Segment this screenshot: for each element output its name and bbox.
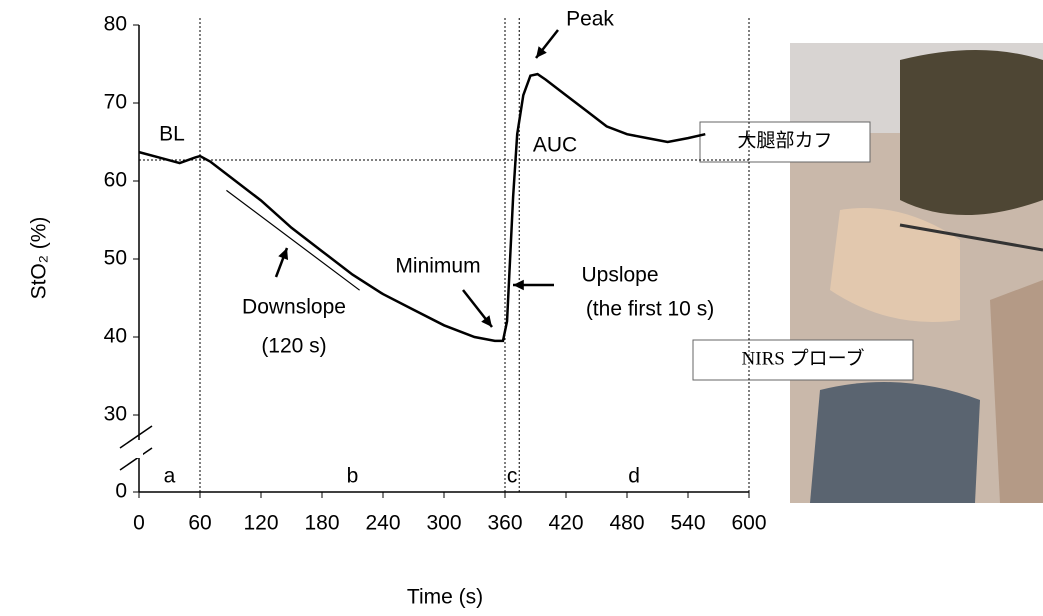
photo-label: 大腿部カフ [737, 129, 832, 151]
x-tick-label: 0 [133, 512, 145, 535]
annotation: (the first 10 s) [586, 298, 714, 321]
annotation: Upslope [581, 264, 658, 287]
y-tick-label: 50 [104, 247, 127, 270]
y-tick-label: 0 [115, 480, 127, 503]
photo-cuff [900, 50, 1043, 215]
x-tick-label: 420 [548, 512, 583, 535]
y-axis-title: StO₂ (%) [28, 217, 51, 300]
x-tick-label: 300 [426, 512, 461, 535]
x-tick-label: 360 [487, 512, 522, 535]
phase-label: b [347, 465, 359, 488]
annotation: (120 s) [261, 335, 326, 358]
annotation: BL [159, 123, 185, 146]
y-tick-label: 30 [104, 403, 127, 426]
x-tick-label: 600 [731, 512, 766, 535]
x-tick-label: 480 [609, 512, 644, 535]
x-axis-title: Time (s) [407, 586, 483, 609]
y-tick-label: 60 [104, 169, 127, 192]
photo-cushion [810, 382, 980, 503]
arrow-head [513, 280, 524, 290]
x-tick-label: 120 [243, 512, 278, 535]
phase-label: d [628, 465, 640, 488]
y-tick-label: 70 [104, 91, 127, 114]
x-tick-label: 60 [188, 512, 211, 535]
axis-break-gap [135, 440, 143, 458]
annotation: AUC [533, 134, 577, 157]
plot: 0 30 40 50 60 70 80 0 60 120 180 240 300 360 420 480 540… [104, 8, 767, 535]
x-tick-label: 540 [670, 512, 705, 535]
figure: 大腿部カフ NIRS プローブ Time (s) StO₂ (%) 0 30 40 5… [0, 0, 1043, 611]
x-tick-label: 180 [304, 512, 339, 535]
photo-label: NIRS プローブ [742, 346, 865, 369]
x-tick-label: 240 [365, 512, 400, 535]
phase-label: c [507, 465, 518, 488]
phase-label: a [164, 465, 176, 488]
y-tick-label: 40 [104, 325, 127, 348]
annotation: Downslope [242, 296, 346, 319]
y-tick-label: 80 [104, 13, 127, 36]
annotation: Peak [566, 8, 614, 31]
annotation: Minimum [395, 255, 480, 278]
downslope-line [226, 190, 359, 290]
photo [790, 43, 1043, 503]
